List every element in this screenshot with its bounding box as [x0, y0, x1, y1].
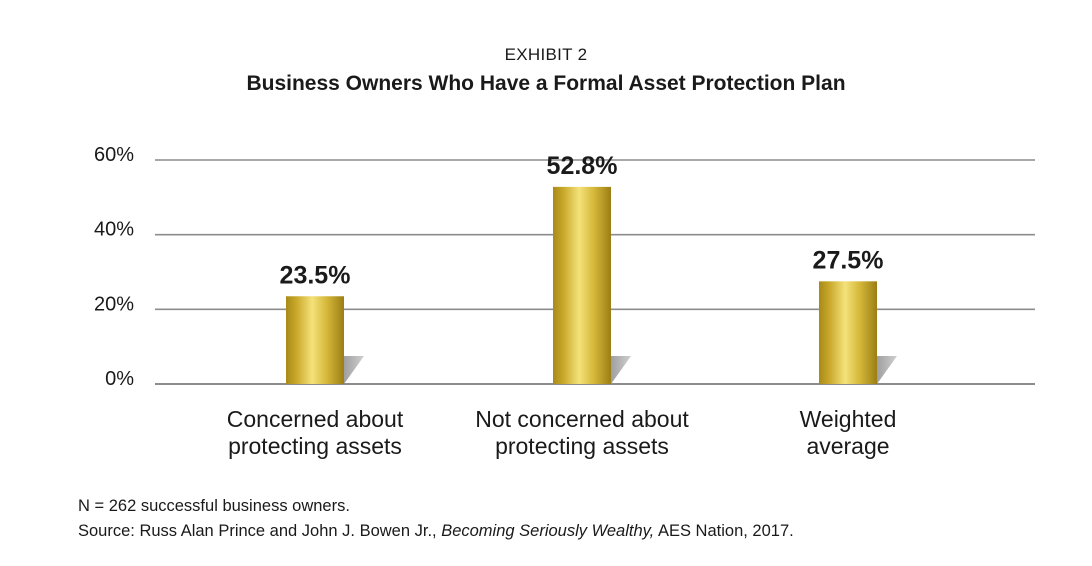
- bar-chart: 0% 20% 40% 60% 23.5% 52.8% 27.5% Concerned ab…: [94, 144, 1035, 459]
- bar: [553, 186, 611, 384]
- category-label-line: protecting assets: [495, 433, 669, 459]
- data-label: 52.8%: [547, 152, 618, 180]
- category-label: Not concerned about protecting assets: [475, 406, 689, 459]
- source-book-title: Becoming Seriously Wealthy,: [441, 522, 655, 540]
- bar-shadow: [344, 356, 364, 384]
- source-note: Source: Russ Alan Prince and John J. Bow…: [78, 522, 794, 541]
- source-prefix: Source: Russ Alan Prince and John J. Bow…: [78, 522, 442, 540]
- y-tick-label: 40%: [94, 219, 134, 241]
- category-label-line: Concerned about: [227, 406, 404, 432]
- bars: [286, 186, 897, 384]
- category-label-line: Weighted: [800, 406, 897, 432]
- chart-supertitle: EXHIBIT 2: [504, 45, 588, 64]
- data-label: 27.5%: [813, 246, 884, 274]
- y-tick-label: 20%: [94, 293, 134, 315]
- category-label-line: Not concerned about: [475, 406, 689, 432]
- data-labels: 23.5% 52.8% 27.5%: [280, 152, 884, 289]
- category-label: Concerned about protecting assets: [227, 406, 404, 459]
- sample-size-note: N = 262 successful business owners.: [78, 497, 350, 515]
- y-tick-label: 0%: [105, 368, 134, 390]
- category-label-line: average: [806, 433, 889, 459]
- bar-shadow: [611, 356, 631, 384]
- y-tick-label: 60%: [94, 144, 134, 166]
- data-label: 23.5%: [280, 261, 351, 289]
- y-axis-tick-labels: 0% 20% 40% 60%: [94, 144, 134, 390]
- chart-title: Business Owners Who Have a Formal Asset …: [246, 72, 846, 95]
- source-suffix: AES Nation, 2017.: [654, 522, 794, 540]
- bar: [286, 296, 344, 384]
- bar: [819, 281, 877, 384]
- category-label-line: protecting assets: [228, 433, 402, 459]
- category-label: Weighted average: [800, 406, 897, 459]
- bar-shadow: [877, 356, 897, 384]
